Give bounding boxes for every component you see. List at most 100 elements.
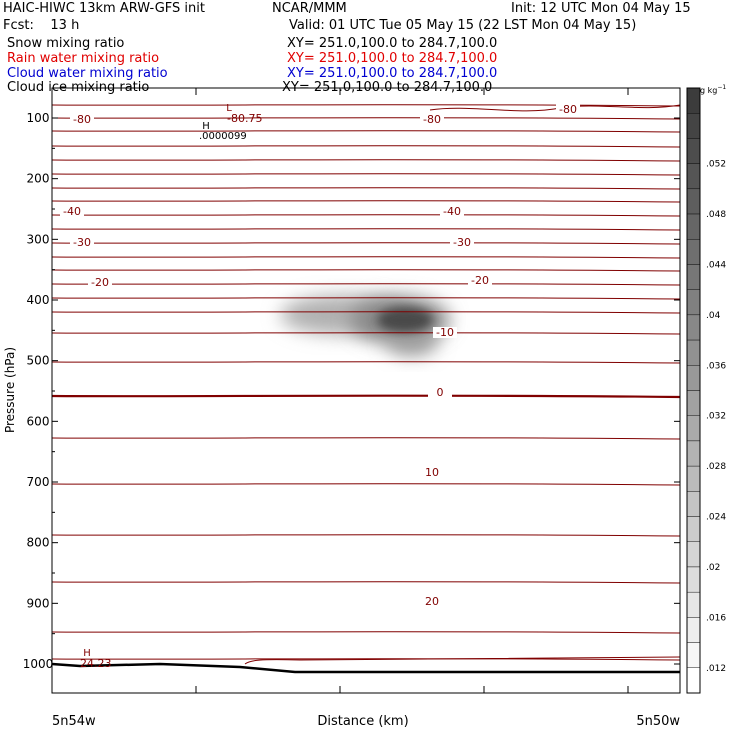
contour-line (51, 283, 681, 286)
colorbar-label: .044 (706, 260, 726, 270)
high-marker-surface: H (83, 648, 91, 659)
terrain-line (51, 662, 680, 674)
contour-label-bg (88, 277, 112, 288)
colorbar-cell (686, 440, 701, 467)
colorbar-label: .028 (706, 462, 726, 472)
colorbar-cell (686, 163, 701, 190)
colorbar-label: .032 (706, 412, 726, 422)
colorbar-frame (686, 87, 701, 694)
y-tick-label: 700 (27, 475, 50, 489)
contour-label-bg (70, 237, 94, 248)
contour-line (51, 581, 681, 584)
contour-line (51, 242, 681, 245)
contour-label-bg (556, 104, 580, 115)
contour-line (51, 214, 681, 217)
title-center: NCAR/MMM (272, 1, 347, 16)
colorbar-label: .024 (706, 513, 726, 523)
colorbar-unit: g kg−1 (700, 84, 726, 95)
contour-line (51, 534, 681, 537)
y-tick-label: 900 (27, 596, 50, 610)
colorbar-cell (686, 239, 701, 265)
field-name-snow: Snow mixing ratio (7, 36, 125, 51)
contour-labels: -80 -80 -40 -40 -30 -30 -20 -20 -10 0 10 20 -80 (60, 103, 580, 608)
y-tick-label: 200 (27, 172, 50, 186)
x-axis-label: Distance (km) (317, 714, 408, 729)
colorbar-cell (686, 642, 701, 668)
plot-frame (51, 87, 681, 694)
colorbar-cell (686, 491, 701, 517)
contour-label: -10 (436, 326, 454, 339)
colorbar-cell (686, 188, 701, 215)
y-tick-label: 800 (27, 536, 50, 550)
colorbar-cell (686, 617, 701, 643)
contour-line (51, 394, 681, 399)
colorbar-cell (686, 566, 701, 593)
contour-line (51, 269, 681, 272)
field-xy-rain: XY= 251.0,100.0 to 284.7,100.0 (287, 51, 498, 66)
colorbar: .052 .048 .044 .04 .036 .032 .028 .024 .02 .016 .0… (686, 87, 726, 694)
field-name-cloud-water: Cloud water mixing ratio (7, 66, 168, 81)
contour-line (51, 228, 681, 231)
contour-line (51, 631, 681, 634)
high-value-surface: 24.23 (80, 657, 112, 670)
colorbar-label: .012 (706, 664, 726, 674)
high-marker: H (202, 121, 210, 132)
x-axis (51, 88, 629, 693)
y-tick-label: 100 (27, 111, 50, 125)
y-tick-label: 500 (27, 354, 50, 368)
colorbar-cell (686, 365, 701, 391)
colorbar-cell (686, 591, 701, 618)
colorbar-cell (686, 516, 701, 542)
x-tick-label-right: 5n50w (636, 714, 680, 729)
contour-label: -40 (443, 205, 461, 218)
field-xy-cloud-water: XY= 251.0,100.0 to 284.7,100.0 (287, 66, 498, 81)
high-value-upper: .0000099 (199, 131, 247, 142)
y-tick-label: 1000 (23, 657, 54, 671)
contour-label: 10 (425, 466, 439, 479)
contour-line (51, 145, 681, 148)
y-axis-label: Pressure (hPa) (3, 347, 17, 433)
contour-line (51, 256, 681, 259)
contour-label-bg (433, 327, 457, 338)
contour-label-bg (70, 114, 94, 125)
snow-shading (280, 295, 450, 356)
colorbar-label: .052 (706, 160, 726, 170)
x-tick-label-left: 5n54w (52, 714, 96, 729)
contour-line (51, 658, 681, 661)
contour-label-bg (60, 206, 84, 217)
contour-label: -40 (63, 205, 81, 218)
contour-line (51, 173, 681, 176)
low-marker: L (226, 103, 232, 114)
colorbar-label: .04 (706, 311, 721, 321)
contour-label-bg (440, 206, 464, 217)
field-xy-snow: XY= 251.0,100.0 to 284.7,100.0 (287, 36, 498, 51)
colorbar-label: .02 (706, 563, 720, 573)
contour-line (51, 187, 681, 190)
contour-line (51, 437, 681, 440)
contour-label-bg (420, 467, 444, 478)
colorbar-cell (686, 289, 701, 316)
contour-line (51, 311, 681, 314)
colorbar-cell (686, 667, 701, 694)
colorbar-label: .048 (706, 210, 726, 220)
contour-line (51, 130, 681, 133)
colorbar-cell (686, 138, 701, 164)
contour-line (51, 159, 681, 162)
y-tick-label: 300 (27, 232, 50, 246)
colorbar-cell (686, 213, 701, 240)
colorbar-cell (686, 390, 701, 416)
contour-label: -80 (559, 103, 577, 116)
contour-label: -80 (73, 113, 91, 126)
colorbar-cell (686, 314, 701, 341)
contour-label-bg (420, 114, 444, 125)
colorbar-label: .036 (706, 361, 726, 371)
colorbar-cell (686, 113, 701, 139)
contour-label: -80 (423, 113, 441, 126)
temperature-contours (51, 104, 681, 665)
low-value: -80.75 (227, 112, 262, 125)
contour-label-bg (428, 387, 452, 398)
contour-label: -30 (453, 236, 471, 249)
contour-label: 20 (425, 595, 439, 608)
